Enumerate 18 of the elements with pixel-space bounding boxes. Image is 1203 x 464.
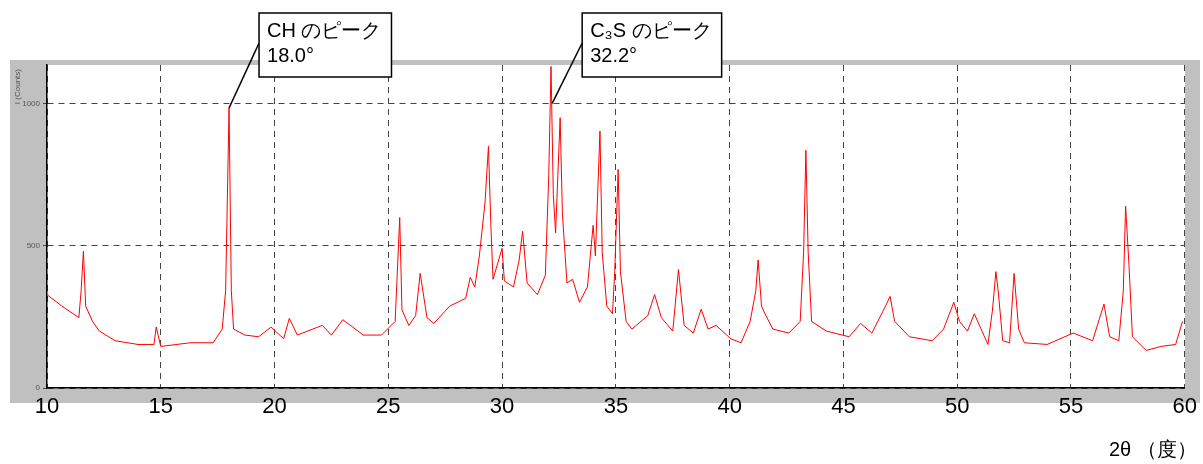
annotation: C₃S のピーク 32.2° [590,18,712,66]
x-tick-label: 50 [944,393,970,419]
x-tick-label: 10 [34,393,60,419]
x-tick-label: 40 [717,393,742,419]
x-tick-label: 35 [603,393,629,419]
x-tick-label: 55 [1058,393,1084,419]
x-tick-label: 45 [831,393,856,419]
x-tick-label: 60 [1172,393,1198,419]
x-tick-label: 15 [148,393,174,419]
y-axis-title: I (Counts) [13,68,23,105]
y-tick-label: 0 [35,383,41,393]
x-tick-label: 25 [376,393,401,419]
x-tick-label: 20 [262,393,287,419]
y-tick-label: 500 [26,240,41,250]
x-tick-label: 30 [489,393,515,419]
x-axis-title: 2θ （度） [1108,437,1197,460]
y-tick-label: 1000 [22,98,41,108]
annotation: CH のピーク 18.0° [267,18,382,66]
